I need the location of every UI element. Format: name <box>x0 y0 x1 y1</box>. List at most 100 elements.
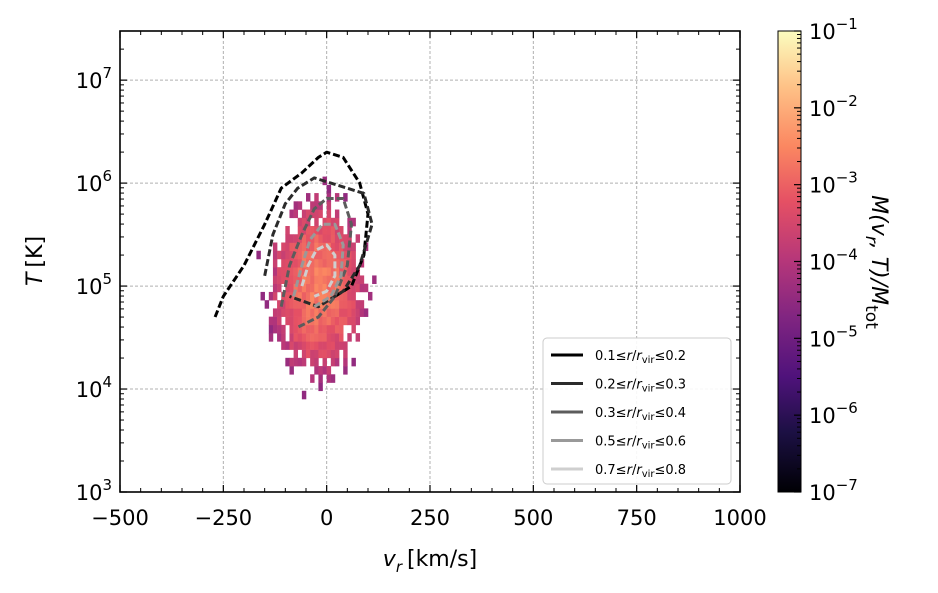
heatmap-cell <box>318 324 323 334</box>
heatmap-cell <box>326 283 332 293</box>
heatmap-cell <box>314 234 319 243</box>
heatmap-cell <box>301 316 307 326</box>
heatmap-cell <box>322 316 327 326</box>
heatmap-cell <box>347 333 352 342</box>
heatmap-cell <box>306 217 311 227</box>
heatmap-cell <box>318 209 323 219</box>
heatmap-cell <box>310 349 315 359</box>
heatmap-cell <box>326 275 332 284</box>
heatmap-cell <box>334 349 340 359</box>
heatmap-cell <box>355 300 361 309</box>
legend-label: 0.5≤r/rvir≤0.6 <box>595 435 686 452</box>
heatmap-cell <box>339 226 344 235</box>
heatmap-cell <box>330 234 336 243</box>
heatmap-cell <box>297 324 303 334</box>
heatmap-cell <box>277 324 282 334</box>
heatmap-cell <box>326 300 332 309</box>
heatmap-cell <box>330 267 336 276</box>
heatmap-cell <box>343 242 348 252</box>
heatmap-cell <box>343 308 348 317</box>
heatmap-cell <box>330 357 336 367</box>
legend: 0.1≤r/rvir≤0.2 0.2≤r/rvir≤0.3 0.3≤r/rvir≤0… <box>542 337 732 485</box>
heatmap-cell <box>314 250 319 260</box>
heatmap-cell <box>297 258 303 268</box>
heatmap-cell <box>322 366 327 375</box>
x-tick-label: 1000 <box>713 506 766 530</box>
heatmap-cell <box>314 324 319 334</box>
heatmap-cell <box>343 291 348 301</box>
heatmap-cell <box>355 308 361 317</box>
heatmap-cell <box>343 250 348 260</box>
heatmap-cell <box>326 267 332 276</box>
heatmap-cell <box>330 374 336 383</box>
heatmap-cell <box>326 250 332 260</box>
heatmap-cell <box>314 283 319 293</box>
heatmap-cell <box>330 217 336 227</box>
heatmap-cell <box>314 308 319 317</box>
y-tick-label: 105 <box>76 270 112 299</box>
heatmap-cell <box>310 201 315 210</box>
x-tick-label: 0 <box>320 506 333 530</box>
heatmap-cell <box>314 316 319 326</box>
heatmap-cell <box>277 250 282 260</box>
heatmap-cell <box>339 283 344 293</box>
heatmap-cell <box>318 374 323 383</box>
heatmap-cell <box>314 217 319 227</box>
heatmap-cell <box>277 283 282 293</box>
heatmap-cell <box>322 226 327 235</box>
heatmap-cell <box>314 193 319 202</box>
heatmap-cell <box>314 341 319 350</box>
heatmap-cell <box>277 300 282 309</box>
heatmap-cell <box>363 283 369 293</box>
heatmap-cell <box>285 308 290 317</box>
heatmap-cell <box>334 357 340 367</box>
heatmap-cell <box>330 349 336 359</box>
heatmap-cell <box>289 366 294 375</box>
heatmap-cell <box>318 226 323 235</box>
heatmap-cell <box>322 341 327 350</box>
heatmap-cell <box>334 242 340 252</box>
heatmap-cell <box>322 234 327 243</box>
heatmap-cell <box>330 316 336 326</box>
heatmap-cell <box>268 333 274 342</box>
heatmap-cell <box>297 341 303 350</box>
heatmap-cell <box>301 234 307 243</box>
heatmap-cell <box>310 341 315 350</box>
heatmap-cell <box>297 316 303 326</box>
heatmap-cell <box>285 258 290 268</box>
heatmap-cell <box>310 291 315 301</box>
heatmap-cell <box>297 291 303 301</box>
colorbar-tick-label: 10−5 <box>809 322 858 351</box>
heatmap-cell <box>301 300 307 309</box>
heatmap-cell <box>318 258 323 268</box>
heatmap-cell <box>297 333 303 342</box>
heatmap-cell <box>310 357 315 367</box>
heatmap-cell <box>343 341 348 350</box>
heatmap-cell <box>310 283 315 293</box>
heatmap-cell <box>281 250 286 260</box>
heatmap-cell <box>330 308 336 317</box>
heatmap-cell <box>301 267 307 276</box>
heatmap-cell <box>322 250 327 260</box>
colorbar-tick-label: 10−3 <box>809 169 858 198</box>
heatmap-cell <box>310 226 315 235</box>
heatmap-cell <box>334 234 340 243</box>
heatmap-cell <box>318 366 323 375</box>
heatmap-cell <box>318 250 323 260</box>
heatmap-cell <box>285 250 290 260</box>
heatmap-cell <box>256 250 261 260</box>
heatmap-cell <box>301 209 307 219</box>
heatmap-cell <box>277 308 282 317</box>
heatmap-cell <box>334 324 340 334</box>
heatmap-cell <box>272 258 278 268</box>
heatmap-cell <box>322 324 327 334</box>
heatmap-cell <box>351 308 356 317</box>
heatmap-cell <box>339 341 344 350</box>
heatmap-cell <box>314 258 319 268</box>
heatmap-cell <box>334 316 340 326</box>
heatmap-cell <box>310 300 315 309</box>
y-tick-label: 106 <box>76 167 112 196</box>
heatmap-cell <box>322 217 327 227</box>
colorbar-label-mid: , T)/M <box>866 243 891 305</box>
heatmap-cell <box>293 234 299 243</box>
